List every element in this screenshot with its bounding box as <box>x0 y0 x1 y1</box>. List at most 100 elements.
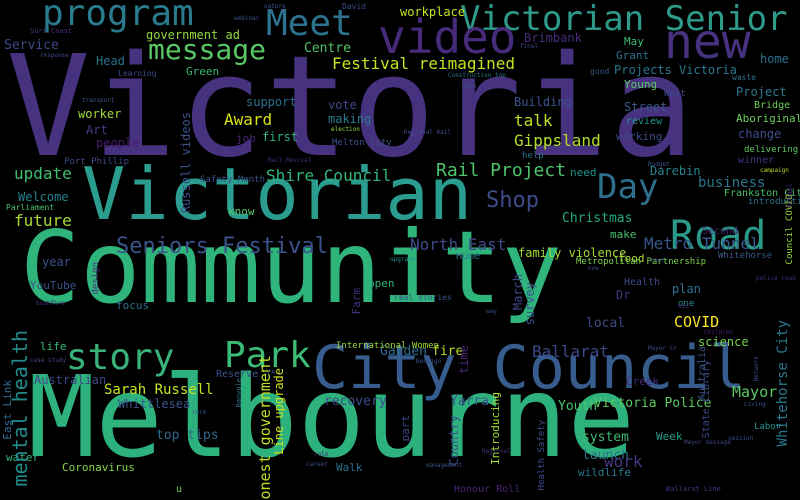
word-career: role <box>314 451 329 458</box>
word-first: first <box>262 130 299 144</box>
word-building: Building <box>514 95 572 109</box>
word-second: Metropolitan Partnership <box>576 257 707 267</box>
word-russell-videos: Coronavirus <box>62 461 135 474</box>
word-new: new <box>664 14 751 70</box>
word-working: working <box>616 130 663 143</box>
word-victorian-senior: Victorian Senior <box>460 0 788 39</box>
word-ballarat-line: Honour Roll <box>454 484 521 495</box>
word-life: Week <box>656 430 683 443</box>
word-health: Hume <box>456 251 481 262</box>
word-shop: part <box>399 415 412 442</box>
word-service: Service <box>4 38 59 53</box>
word-help: one <box>678 299 695 309</box>
word-change: change <box>738 127 782 141</box>
word-melbourne: Melbourne <box>28 353 635 483</box>
word-award: Award <box>224 110 273 129</box>
word-council-covid: Whitehorse <box>718 251 773 261</box>
word-north-east: North East <box>410 235 507 254</box>
word-waste: West <box>664 89 686 99</box>
word-webinar: David <box>342 2 367 11</box>
word-response: nature <box>264 3 286 10</box>
word-future: future <box>14 211 72 230</box>
word-one: Labor <box>754 422 782 432</box>
word-hume: food <box>618 252 645 265</box>
word-tour: real stories <box>394 293 452 302</box>
word-learning: response <box>40 52 69 59</box>
word-street: Street <box>624 100 668 114</box>
word-message: message <box>148 33 267 66</box>
word-grant: Grant <box>616 49 650 62</box>
word-business: business <box>698 175 766 191</box>
word-youth: Youth <box>558 399 598 414</box>
word-christmas: Christmas <box>562 211 633 226</box>
word-line-upgrade: Honest government <box>256 355 274 500</box>
word-transport: Regional Rail <box>404 129 451 136</box>
word-melton-city: Surf Coast <box>30 27 73 35</box>
word-festival-reimagined: Festival reimagined <box>332 54 516 73</box>
word-survey: Australia <box>697 346 708 401</box>
word-victoria: Victoria <box>6 26 697 189</box>
word-delivering: winner <box>738 155 775 166</box>
word-story: story <box>66 337 175 378</box>
word-living: Network <box>753 356 760 382</box>
word-brimbank: Brimbank <box>524 31 582 45</box>
word-yarra: Yarra <box>450 394 490 409</box>
word-police-road: tour <box>650 257 665 264</box>
word-care: Banyule <box>235 378 243 408</box>
word-cfa: career <box>306 461 328 468</box>
word-shire-council: Shire Council <box>266 166 392 185</box>
word-water: life <box>40 340 67 353</box>
word-garden: Garden <box>380 344 427 359</box>
word-gippsland: Gippsland <box>514 131 601 150</box>
word-ballarat: Ballarat <box>532 342 610 361</box>
word-sarah-russell: Sarah Russell <box>104 382 214 398</box>
word-fire: fire <box>432 344 464 359</box>
word-wildlife: Health <box>624 277 661 288</box>
word-make: make <box>610 228 637 241</box>
word-upgrade: Safety Month <box>200 175 266 185</box>
word-year: year <box>42 255 71 269</box>
word-program: program <box>42 0 194 34</box>
word-whitehorse: campaign <box>760 167 789 174</box>
word-city-council: City Council <box>312 333 746 403</box>
word-welcome: Welcome <box>18 190 69 204</box>
word-food: open <box>368 277 395 290</box>
word-making: making <box>328 112 372 126</box>
word-construction-top: Learning <box>118 69 157 78</box>
word-head: Head <box>96 54 125 68</box>
word-focus: focus <box>116 299 150 312</box>
word-road: Road <box>670 213 767 259</box>
word-worker: worker <box>78 107 122 121</box>
word-work: work <box>604 452 643 471</box>
word-workplace: workplace <box>400 5 466 19</box>
word-farm: March <box>511 274 525 311</box>
word-know: know <box>228 205 255 218</box>
word-meet: Meet <box>266 3 353 44</box>
word-park: Park <box>224 335 311 376</box>
word-port-phillip: transport <box>82 97 115 104</box>
word-family-violence: family violence <box>518 246 627 260</box>
word-green: Green <box>186 65 220 78</box>
word-role: case study <box>30 357 67 364</box>
word-works-highlights: final <box>520 43 539 50</box>
word-regional-rail: Construction top <box>448 72 506 79</box>
word-update: update <box>14 164 72 183</box>
word-recovery: recovery <box>324 394 387 409</box>
word-safety-month: Rail Revival <box>268 157 312 164</box>
word-bendigo: upgrade <box>390 256 416 263</box>
word-kid: police road <box>756 275 796 282</box>
word-system: system <box>582 430 629 445</box>
word-march: survey <box>523 282 537 326</box>
word-centre: Centre <box>304 41 351 56</box>
word-australian: Australian <box>34 373 107 387</box>
word-honest-government: Russell videos <box>179 112 193 214</box>
word-people: people <box>96 136 140 150</box>
word-mayor-cr: Regional <box>482 448 511 455</box>
word-banyule: design <box>91 262 101 295</box>
word-reserve: wildlife <box>578 466 631 479</box>
word-introduction: Frankston City <box>724 188 800 199</box>
word-covid: COVID <box>674 313 720 331</box>
word-young: Young <box>624 78 658 91</box>
word-aboriginal: Aboriginal <box>736 112 800 125</box>
word-bushfire: care <box>192 409 207 416</box>
